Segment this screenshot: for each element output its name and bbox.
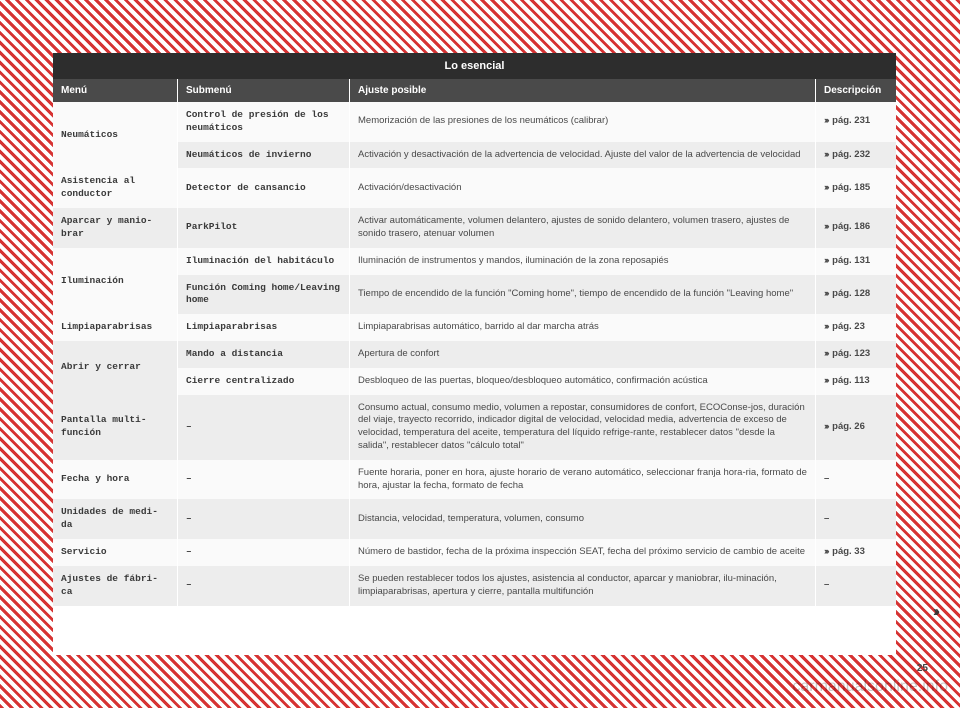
table-row: Abrir y cerrarMando a distanciaApertura … [53, 341, 896, 368]
settings-table: Menú Submenú Ajuste posible Descripción … [53, 79, 896, 606]
page-frame: Lo esencial Menú Submenú Ajuste posible … [53, 53, 896, 655]
page-ref-icon: ››› [824, 421, 828, 432]
page-number: 25 [917, 663, 928, 674]
cell-submenu: Neumáticos de invierno [178, 142, 350, 169]
cell-submenu: ParkPilot [178, 208, 350, 248]
page-ref-icon: ››› [824, 375, 828, 386]
cell-ajuste: Memorización de las presiones de los neu… [350, 102, 816, 142]
cell-ajuste: Iluminación de instrumentos y mandos, il… [350, 248, 816, 275]
page-ref-icon: ››› [824, 288, 828, 299]
cell-ajuste: Limpiaparabrisas automático, barrido al … [350, 314, 816, 341]
cell-desc: – [816, 566, 896, 606]
cell-ajuste: Activación/desactivación [350, 168, 816, 208]
page-ref-icon: ››› [824, 348, 828, 359]
page-ref-icon: ››› [824, 546, 828, 557]
cell-ajuste: Número de bastidor, fecha de la próxima … [350, 539, 816, 566]
cell-submenu: – [178, 499, 350, 539]
watermark: carmanualsonline.info [792, 678, 948, 696]
page-ref-icon: ››› [824, 182, 828, 193]
table-header-row: Menú Submenú Ajuste posible Descripción [53, 79, 896, 102]
table-body: NeumáticosControl de presión de los neum… [53, 102, 896, 606]
header-menu: Menú [53, 79, 178, 102]
cell-submenu: Iluminación del habitáculo [178, 248, 350, 275]
table-row: Pantalla multi-función–Consumo actual, c… [53, 395, 896, 460]
cell-menu: Fecha y hora [53, 460, 178, 500]
page-ref-icon: ››› [824, 321, 828, 332]
cell-submenu: Mando a distancia [178, 341, 350, 368]
cell-desc: ››› pág. 128 [816, 275, 896, 315]
table-row: IluminaciónIluminación del habitáculoIlu… [53, 248, 896, 275]
cell-ajuste: Se pueden restablecer todos los ajustes,… [350, 566, 816, 606]
cell-submenu: – [178, 395, 350, 460]
cell-desc: ››› pág. 186 [816, 208, 896, 248]
table-row: Cierre centralizadoDesbloqueo de las pue… [53, 368, 896, 395]
cell-desc: – [816, 460, 896, 500]
cell-desc: ››› pág. 185 [816, 168, 896, 208]
table-row: LimpiaparabrisasLimpiaparabrisasLimpiapa… [53, 314, 896, 341]
page-ref-icon: ››› [824, 255, 828, 266]
cell-ajuste: Distancia, velocidad, temperatura, volum… [350, 499, 816, 539]
cell-menu: Neumáticos [53, 102, 178, 168]
cell-desc: ››› pág. 113 [816, 368, 896, 395]
table-row: Servicio–Número de bastidor, fecha de la… [53, 539, 896, 566]
cell-submenu: Cierre centralizado [178, 368, 350, 395]
cell-menu: Abrir y cerrar [53, 341, 178, 395]
table-row: NeumáticosControl de presión de los neum… [53, 102, 896, 142]
cell-desc: ››› pág. 33 [816, 539, 896, 566]
cell-ajuste: Tiempo de encendido de la función "Comin… [350, 275, 816, 315]
section-title: Lo esencial [53, 53, 896, 79]
cell-desc: ››› pág. 23 [816, 314, 896, 341]
cell-menu: Servicio [53, 539, 178, 566]
header-ajuste: Ajuste posible [350, 79, 816, 102]
cell-desc: ››› pág. 231 [816, 102, 896, 142]
cell-menu: Asistencia al conductor [53, 168, 178, 208]
table-row: Unidades de medi-da–Distancia, velocidad… [53, 499, 896, 539]
page-ref-icon: ››› [824, 221, 828, 232]
cell-menu: Iluminación [53, 248, 178, 314]
table-row: Neumáticos de inviernoActivación y desac… [53, 142, 896, 169]
page-ref-icon: ››› [824, 149, 828, 160]
cell-submenu: – [178, 460, 350, 500]
cell-desc: – [816, 499, 896, 539]
cell-menu: Aparcar y manio-brar [53, 208, 178, 248]
table-row: Función Coming home/Leaving homeTiempo d… [53, 275, 896, 315]
table-row: Aparcar y manio-brarParkPilotActivar aut… [53, 208, 896, 248]
cell-desc: ››› pág. 26 [816, 395, 896, 460]
page-ref-icon: ››› [824, 115, 828, 126]
cell-ajuste: Activación y desactivación de la adverte… [350, 142, 816, 169]
table-row: Fecha y hora–Fuente horaria, poner en ho… [53, 460, 896, 500]
cell-menu: Unidades de medi-da [53, 499, 178, 539]
header-desc: Descripción [816, 79, 896, 102]
cell-desc: ››› pág. 123 [816, 341, 896, 368]
cell-desc: ››› pág. 232 [816, 142, 896, 169]
table-row: Ajustes de fábri-ca–Se pueden restablece… [53, 566, 896, 606]
continuation-icon: ›› [933, 603, 937, 620]
cell-submenu: – [178, 566, 350, 606]
cell-ajuste: Apertura de confort [350, 341, 816, 368]
cell-submenu: Control de presión de los neumáticos [178, 102, 350, 142]
header-submenu: Submenú [178, 79, 350, 102]
cell-desc: ››› pág. 131 [816, 248, 896, 275]
cell-menu: Limpiaparabrisas [53, 314, 178, 341]
cell-submenu: Función Coming home/Leaving home [178, 275, 350, 315]
cell-menu: Pantalla multi-función [53, 395, 178, 460]
cell-submenu: Limpiaparabrisas [178, 314, 350, 341]
cell-menu: Ajustes de fábri-ca [53, 566, 178, 606]
table-row: Asistencia al conductorDetector de cansa… [53, 168, 896, 208]
cell-submenu: Detector de cansancio [178, 168, 350, 208]
cell-ajuste: Fuente horaria, poner en hora, ajuste ho… [350, 460, 816, 500]
cell-ajuste: Desbloqueo de las puertas, bloqueo/desbl… [350, 368, 816, 395]
cell-ajuste: Activar automáticamente, volumen delante… [350, 208, 816, 248]
cell-ajuste: Consumo actual, consumo medio, volumen a… [350, 395, 816, 460]
cell-submenu: – [178, 539, 350, 566]
